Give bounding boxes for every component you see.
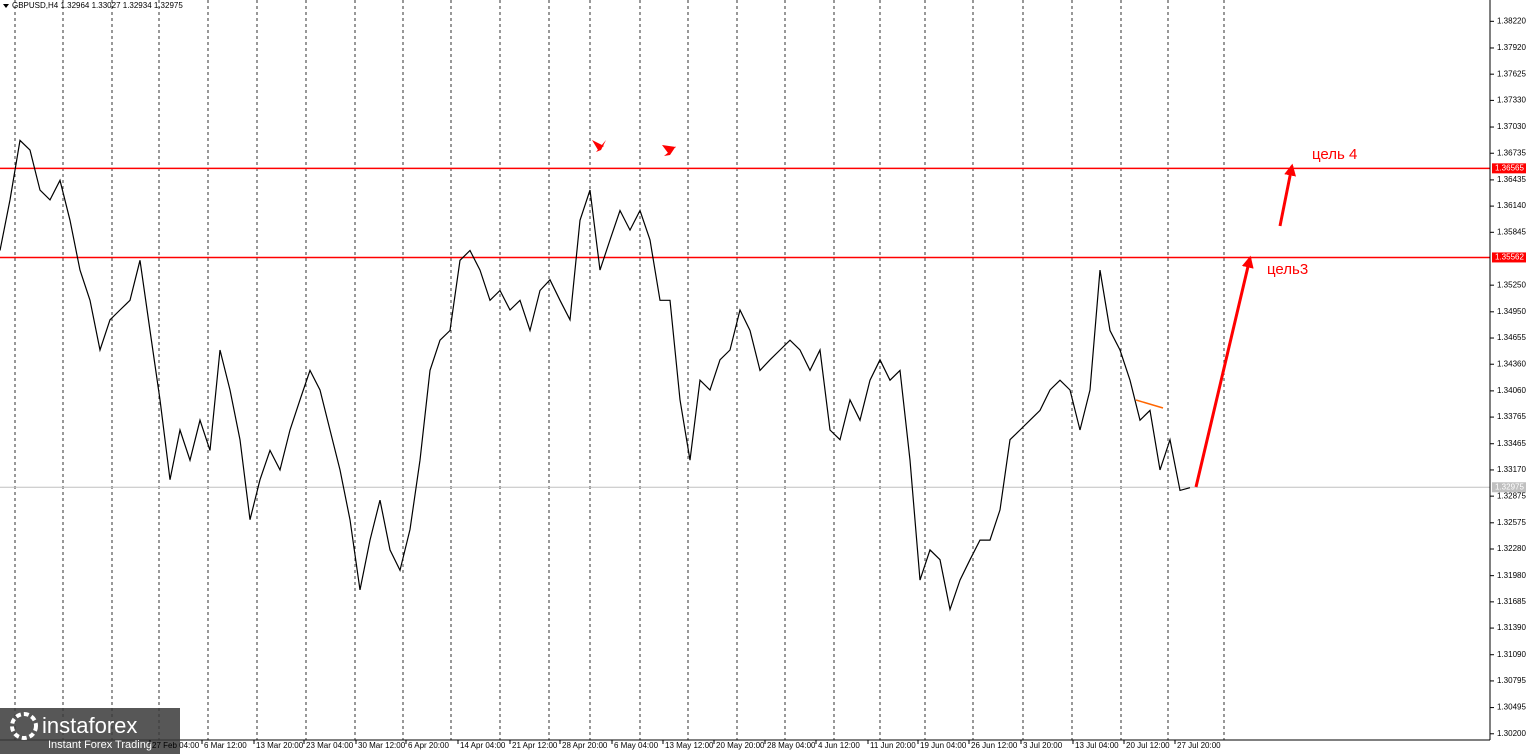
logo-tagline: Instant Forex Trading [48,739,152,751]
y-tick-label: 1.31090 [1497,650,1526,659]
annotation: цель 4 [1312,146,1357,163]
y-tick-label: 1.33170 [1497,465,1526,474]
y-tick-label: 1.32280 [1497,544,1526,553]
x-tick-label: 4 Jun 12:00 [818,741,860,750]
chart-title: GBPUSD,H4 1.32964 1.33027 1.32934 1.3297… [12,1,183,10]
logo-name: instaforex [42,713,137,738]
level-label-bg [1492,163,1526,174]
y-tick-label: 1.30200 [1497,729,1526,738]
y-tick-label: 1.31390 [1497,623,1526,632]
y-tick-label: 1.35250 [1497,280,1526,289]
y-tick-label: 1.31980 [1497,571,1526,580]
y-tick-label: 1.36140 [1497,201,1526,210]
level-label: 1.35562 [1495,253,1524,262]
y-tick-label: 1.33465 [1497,439,1526,448]
x-tick-label: 19 Jun 04:00 [920,741,967,750]
marker-arrow [592,140,606,152]
x-tick-label: 28 May 04:00 [767,741,816,750]
x-tick-label: 27 Jul 20:00 [1177,741,1221,750]
y-tick-label: 1.32875 [1497,491,1526,500]
x-tick-label: 11 Jun 20:00 [870,741,916,750]
y-tick-label: 1.30495 [1497,703,1526,712]
x-tick-label: 27 Feb 04:00 [152,741,200,750]
level-label: 1.36565 [1495,163,1524,172]
y-tick-label: 1.34655 [1497,333,1526,342]
y-tick-label: 1.34950 [1497,307,1526,316]
x-tick-label: 28 Apr 20:00 [562,741,608,750]
level-label: 1.32975 [1495,482,1524,491]
y-tick-label: 1.34060 [1497,386,1526,395]
x-tick-label: 14 Apr 04:00 [460,741,506,750]
x-tick-label: 23 Mar 04:00 [306,741,354,750]
x-tick-label: 13 Jul 04:00 [1075,741,1119,750]
y-tick-label: 1.37330 [1497,95,1526,104]
x-tick-label: 6 Apr 20:00 [408,741,449,750]
x-tick-label: 3 Jul 20:00 [1023,741,1063,750]
x-tick-label: 26 Jun 12:00 [971,741,1018,750]
annotation: цель3 [1267,261,1308,278]
y-tick-label: 1.34360 [1497,359,1526,368]
y-tick-label: 1.36435 [1497,175,1526,184]
target-arrow [1278,163,1297,227]
x-tick-label: 13 Mar 20:00 [256,741,304,750]
y-tick-label: 1.36735 [1497,148,1526,157]
x-tick-label: 20 Jul 12:00 [1126,741,1170,750]
x-tick-label: 6 May 04:00 [614,741,659,750]
y-tick-label: 1.30795 [1497,676,1526,685]
logo: instaforex Instant Forex Trading [0,708,180,754]
x-tick-label: 6 Mar 12:00 [204,741,247,750]
logo-icon [10,712,38,740]
plot-area [0,0,1490,740]
y-tick-label: 1.35845 [1497,227,1526,236]
target-arrow [1194,255,1254,488]
y-tick-label: 1.33765 [1497,412,1526,421]
y-tick-label: 1.31685 [1497,597,1526,606]
x-tick-label: 13 May 12:00 [665,741,714,750]
x-tick-label: 30 Mar 12:00 [358,741,406,750]
price-line [0,139,1191,612]
y-tick-label: 1.38220 [1497,16,1526,25]
x-tick-label: 20 May 20:00 [716,741,765,750]
y-tick-label: 1.37920 [1497,43,1526,52]
level-label-bg [1492,482,1526,493]
x-tick-label: 21 Apr 12:00 [512,741,558,750]
trend-line [1135,399,1164,409]
y-tick-label: 1.32575 [1497,518,1526,527]
y-tick-label: 1.37030 [1497,122,1526,131]
menu-arrow [3,4,9,8]
marker-arrow [662,145,676,156]
level-label-bg [1492,252,1526,263]
logo-bg [0,708,180,754]
layer [0,139,1490,612]
y-tick-label: 1.37625 [1497,69,1526,78]
